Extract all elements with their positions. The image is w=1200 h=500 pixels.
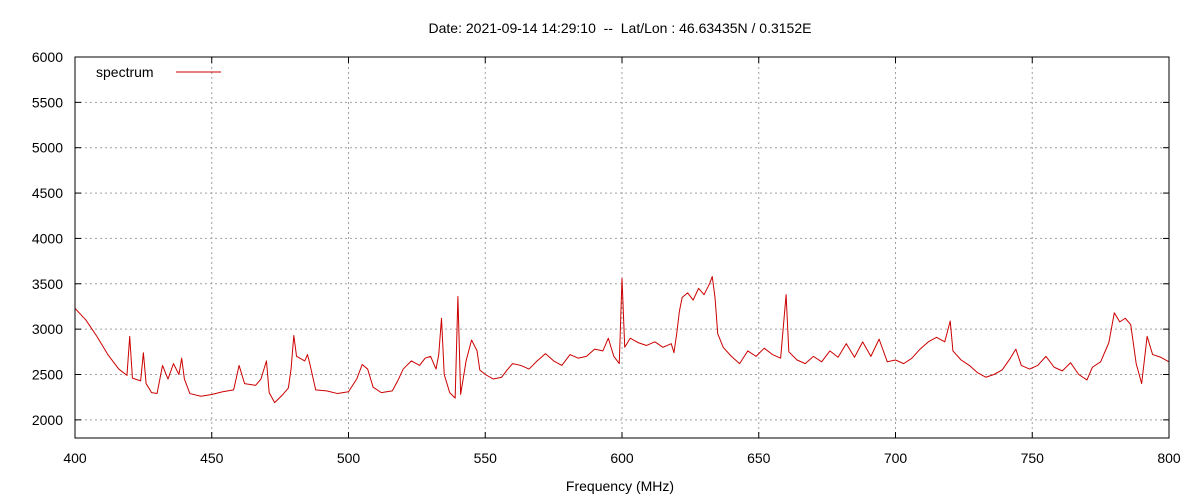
- legend: spectrum: [96, 64, 221, 80]
- x-tick-label: 500: [337, 450, 361, 466]
- chart-title: Date: 2021-09-14 14:29:10 -- Lat/Lon : 4…: [429, 20, 812, 36]
- y-tick-label: 6000: [32, 49, 63, 65]
- x-tick-label: 750: [1021, 450, 1045, 466]
- y-tick-label: 5000: [32, 140, 63, 156]
- x-tick-label: 550: [474, 450, 498, 466]
- x-tick-label: 450: [200, 450, 224, 466]
- legend-label-spectrum: spectrum: [96, 64, 154, 80]
- x-tick-label: 650: [747, 450, 771, 466]
- y-tick-label: 5500: [32, 94, 63, 110]
- x-axis-label: Frequency (MHz): [566, 478, 674, 494]
- x-tick-label: 800: [1157, 450, 1181, 466]
- x-tick-label: 700: [884, 450, 908, 466]
- x-tick-label: 600: [610, 450, 634, 466]
- y-tick-label: 3500: [32, 276, 63, 292]
- y-tick-label: 3000: [32, 321, 63, 337]
- ticks: 400 450 500 550 600 650 700 750 800 2000 2500 3000 3…: [32, 49, 1181, 466]
- y-tick-label: 4500: [32, 185, 63, 201]
- grid: [75, 57, 1169, 438]
- y-tick-label: 2500: [32, 367, 63, 383]
- series-line-spectrum: [74, 276, 1170, 404]
- x-tick-label: 400: [63, 450, 87, 466]
- series-layer: [74, 276, 1170, 404]
- y-tick-label: 4000: [32, 230, 63, 246]
- y-tick-label: 2000: [32, 412, 63, 428]
